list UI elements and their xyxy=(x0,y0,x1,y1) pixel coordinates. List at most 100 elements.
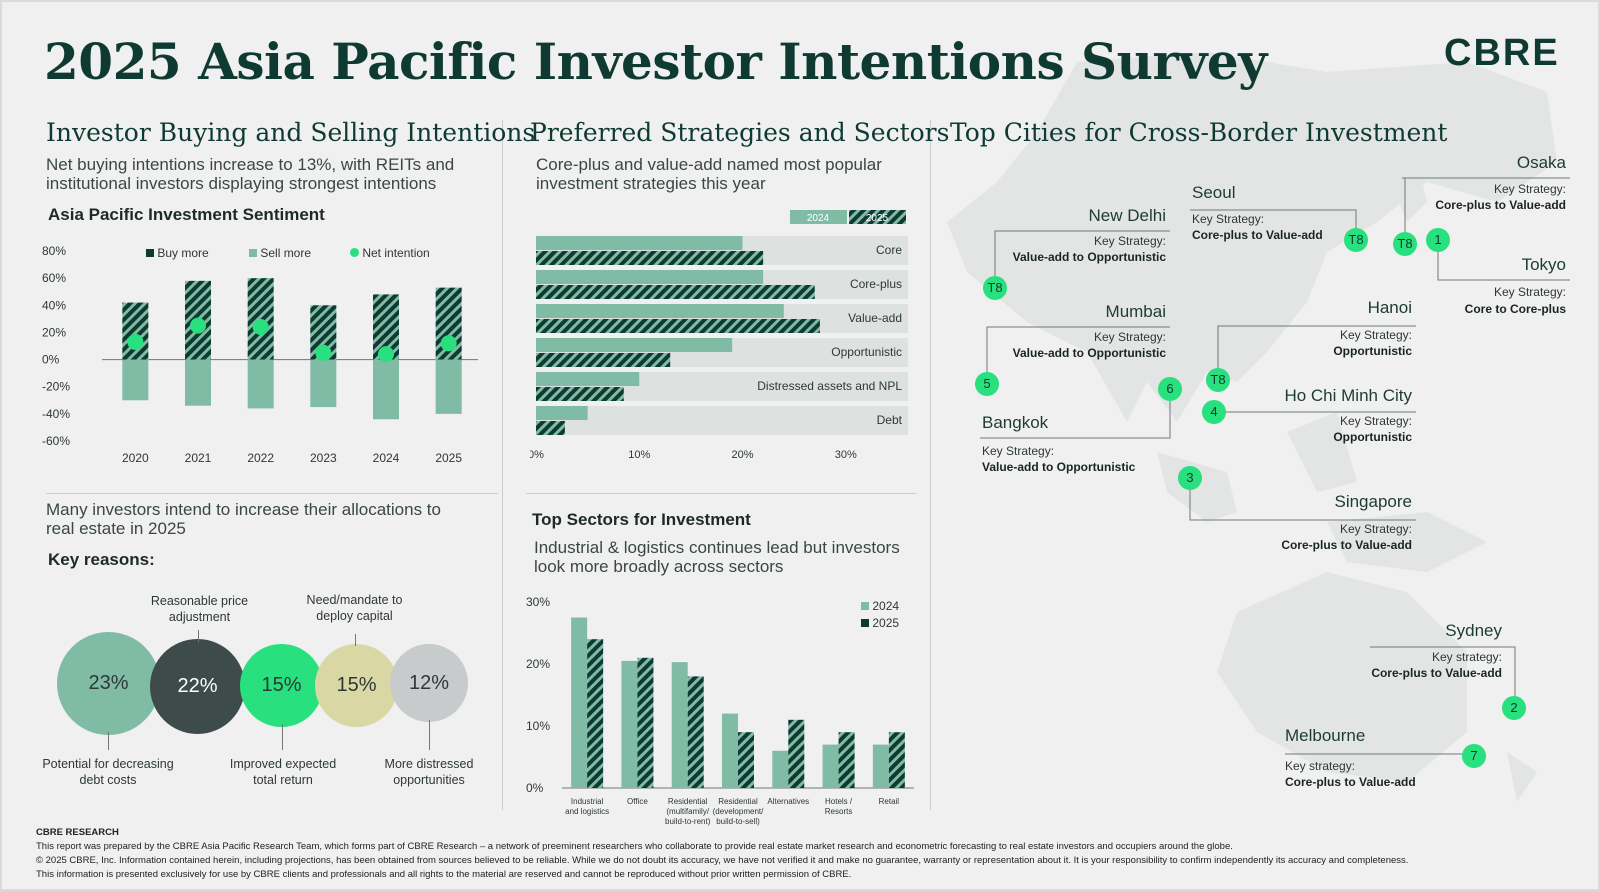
footer-line-3: This information is presented exclusivel… xyxy=(36,869,852,880)
city-ho-chi-minh-strategy-label: Key Strategy: xyxy=(1339,414,1412,428)
sectors-chart: 30% 20% 10% 0% Industrial and logistics Office… xyxy=(526,595,914,826)
leader-price-adjustment xyxy=(198,630,199,642)
strategies-x-tick: 20% xyxy=(731,449,753,461)
page-title: 2025 Asia Pacific Investor Intentions Su… xyxy=(44,32,1267,91)
pin-tokyo[interactable]: 1 xyxy=(1426,228,1450,252)
strategies-category-label: Opportunistic xyxy=(831,345,902,359)
sectors-bar-2025 xyxy=(888,732,905,788)
reason-circle-deploy-capital: 15% xyxy=(315,644,398,727)
strategies-category-label: Value-add xyxy=(848,311,902,325)
sentiment-net-point xyxy=(440,335,457,352)
sectors-bar-2024 xyxy=(621,660,638,788)
sectors-title: Top Sectors for Investment xyxy=(532,510,751,529)
strategies-x-tick: 0% xyxy=(530,449,544,461)
sentiment-bar-sell xyxy=(247,359,274,409)
sectors-legend-2024-swatch xyxy=(861,602,869,610)
reason-label-total-return: Improved expected total return xyxy=(229,757,337,787)
sectors-bar-2024 xyxy=(772,750,789,788)
strategies-bar-2025 xyxy=(536,353,671,367)
pin-seoul[interactable]: T8 xyxy=(1344,228,1368,252)
strategies-bar-2025 xyxy=(536,285,815,299)
sentiment-net-point xyxy=(127,333,144,350)
sectors-category-label: Industrial and logistics xyxy=(565,797,609,816)
leader-deploy-capital xyxy=(355,634,356,646)
pin-sydney[interactable]: 2 xyxy=(1502,696,1526,720)
pin-mumbai[interactable]: 5 xyxy=(975,372,999,396)
strategies-bar-2024 xyxy=(536,270,764,284)
sectors-y-tick: 0% xyxy=(526,781,544,795)
strategies-chart: 2024 2025 Core Core-plus Value-add Opportunis… xyxy=(530,210,908,461)
sentiment-x-tick: 2022 xyxy=(247,451,274,465)
column-divider-2 xyxy=(930,120,931,810)
sentiment-x-tick: 2024 xyxy=(373,451,400,465)
city-seoul-strategy-value: Core-plus to Value-add xyxy=(1192,228,1323,242)
strategies-category-label: Distressed assets and NPL xyxy=(757,379,902,393)
reason-circle-total-return: 15% xyxy=(240,644,323,727)
sentiment-bar-buy xyxy=(122,302,149,360)
city-ho-chi-minh-strategy-value: Opportunistic xyxy=(1333,430,1412,444)
city-new-delhi-strategy-label: Key Strategy: xyxy=(1093,234,1166,248)
reason-label-price-adjustment: Reasonable price adjustment xyxy=(150,594,249,624)
city-hanoi-strategy-label: Key Strategy: xyxy=(1339,328,1412,342)
sectors-category-label: Retail xyxy=(879,797,900,806)
strategies-category-label: Debt xyxy=(877,413,903,427)
pin-new-delhi[interactable]: T8 xyxy=(983,276,1007,300)
asia-pacific-map xyxy=(947,52,1557,802)
sectors-bar-2025 xyxy=(687,676,704,788)
pin-osaka[interactable]: T8 xyxy=(1393,232,1417,256)
city-mumbai-strategy-label: Key Strategy: xyxy=(1093,330,1166,344)
city-tokyo-strategy-value: Core to Core-plus xyxy=(1464,302,1566,316)
sentiment-bar-sell xyxy=(310,359,337,408)
sentiment-net-point xyxy=(315,344,332,361)
city-bangkok-name: Bangkok xyxy=(982,413,1049,432)
sentiment-x-tick: 2025 xyxy=(435,451,462,465)
sentiment-y-tick: 40% xyxy=(42,298,66,312)
legend-sell-more: Sell more xyxy=(249,246,311,260)
city-tokyo-name: Tokyo xyxy=(1521,255,1566,274)
sentiment-chart-title: Asia Pacific Investment Sentiment xyxy=(48,205,325,224)
sentiment-y-tick: 80% xyxy=(42,244,66,258)
sectors-y-tick: 30% xyxy=(526,595,550,609)
section-buying-selling-subtitle: Net buying intentions increase to 13%, w… xyxy=(46,155,455,193)
strategies-legend-2025-label: 2025 xyxy=(866,213,889,224)
pin-melbourne[interactable]: 7 xyxy=(1462,744,1486,768)
sectors-bar-2024 xyxy=(822,744,839,788)
strategies-legend-2024-label: 2024 xyxy=(807,213,830,224)
city-hanoi-strategy-value: Opportunistic xyxy=(1333,344,1412,358)
sentiment-y-tick: 0% xyxy=(42,353,60,367)
city-hanoi-name: Hanoi xyxy=(1367,298,1412,317)
city-sydney-strategy-value: Core-plus to Value-add xyxy=(1371,666,1502,680)
sentiment-y-tick: 20% xyxy=(42,325,66,339)
cbre-logo: CBRE xyxy=(1444,32,1560,74)
section-divider-middle xyxy=(526,493,916,494)
pin-ho-chi-minh[interactable]: 4 xyxy=(1202,400,1226,424)
reason-label-distressed: More distressed opportunities xyxy=(384,757,474,787)
sentiment-x-tick: 2021 xyxy=(185,451,212,465)
city-osaka-strategy-value: Core-plus to Value-add xyxy=(1435,198,1566,212)
legend-net-swatch xyxy=(350,248,359,257)
pin-singapore[interactable]: 3 xyxy=(1178,466,1202,490)
sentiment-y-tick: -20% xyxy=(42,380,70,394)
strategies-bar-2025 xyxy=(536,421,565,435)
sentiment-y-tick: 60% xyxy=(42,271,66,285)
sectors-y-tick: 10% xyxy=(526,719,550,733)
sentiment-bar-sell xyxy=(373,359,399,420)
reason-circle-distressed: 12% xyxy=(390,644,468,722)
pin-hanoi[interactable]: T8 xyxy=(1206,368,1230,392)
city-ho-chi-minh-name: Ho Chi Minh City xyxy=(1284,386,1412,405)
sectors-bar-2024 xyxy=(722,713,738,788)
sentiment-net-point xyxy=(190,317,206,334)
column-divider-1 xyxy=(502,120,503,810)
section-cities-title: Top Cities for Cross-Border Investment xyxy=(950,118,1448,147)
city-melbourne-strategy-label: Key strategy: xyxy=(1285,759,1356,773)
city-seoul-name: Seoul xyxy=(1192,183,1236,202)
strategies-bar-2024 xyxy=(536,372,640,386)
reason-label-deploy-capital: Need/mandate to deploy capital xyxy=(306,593,403,623)
sentiment-x-tick: 2023 xyxy=(310,451,337,465)
sectors-bar-2025 xyxy=(738,732,754,788)
pin-bangkok[interactable]: 6 xyxy=(1158,377,1182,401)
city-new-delhi-strategy-value: Value-add to Opportunistic xyxy=(1012,250,1166,264)
sectors-bar-2025 xyxy=(788,719,805,788)
sectors-legend-2024: 2024 xyxy=(861,599,899,613)
section-strategies-subtitle: Core-plus and value-add named most popul… xyxy=(536,155,882,193)
